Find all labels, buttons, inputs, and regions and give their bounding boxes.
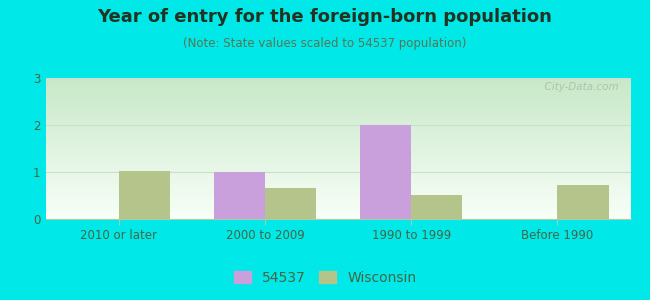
Bar xyxy=(214,172,265,219)
Text: City-Data.com: City-Data.com xyxy=(538,82,619,92)
Bar xyxy=(411,195,462,219)
Bar xyxy=(360,125,411,219)
Bar xyxy=(558,185,608,219)
Bar xyxy=(265,188,316,219)
Bar xyxy=(118,171,170,219)
Text: (Note: State values scaled to 54537 population): (Note: State values scaled to 54537 popu… xyxy=(183,38,467,50)
Text: Year of entry for the foreign-born population: Year of entry for the foreign-born popul… xyxy=(98,8,552,26)
Legend: 54537, Wisconsin: 54537, Wisconsin xyxy=(228,265,422,290)
